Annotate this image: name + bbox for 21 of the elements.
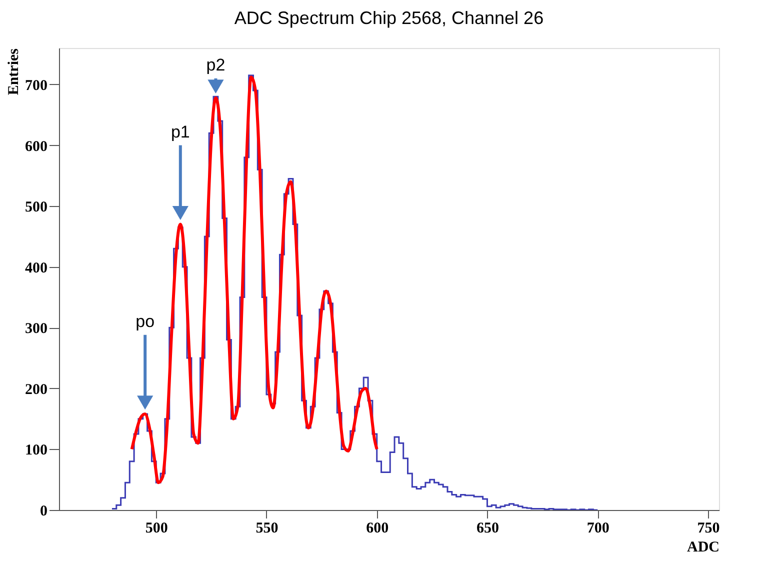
x-tick-label: 500 [145, 520, 168, 536]
y-tick-label: 700 [25, 78, 48, 94]
annotation: po [136, 312, 155, 331]
y-tick-label: 0 [40, 504, 48, 520]
x-axis-title: ADC [687, 540, 720, 556]
x-tick-label: 550 [256, 520, 278, 536]
x-tick-label: 650 [476, 520, 499, 536]
y-tick-label: 200 [25, 382, 48, 398]
annotation: p1 [170, 122, 190, 142]
y-tick-label: 100 [25, 442, 48, 459]
chart-title: ADC Spectrum Chip 2568, Channel 26 [234, 8, 544, 28]
y-axis-title: Entries [6, 48, 22, 96]
line-series [130, 76, 378, 484]
y-tick-label: 500 [25, 200, 48, 216]
y-tick-label: 600 [25, 138, 48, 155]
x-tick-label: 750 [697, 520, 720, 536]
annotation: p2 [206, 55, 226, 74]
y-tick-label: 300 [25, 321, 48, 338]
x-tick-label: 700 [586, 520, 610, 536]
x-tick-label: 600 [366, 520, 389, 536]
y-tick-label: 400 [25, 260, 48, 276]
